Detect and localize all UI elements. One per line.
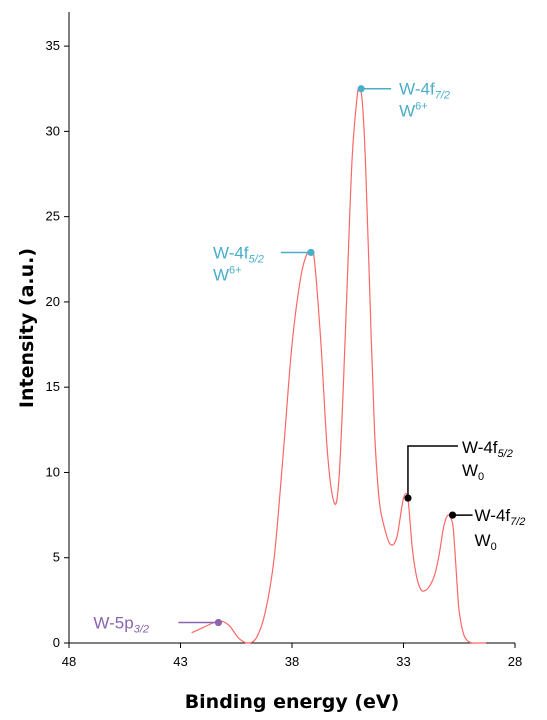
annotation-marker	[404, 494, 412, 502]
annotation-label: W-4f7/2	[475, 506, 526, 528]
annotation-marker	[448, 511, 457, 519]
y-tick-label: 20	[46, 294, 60, 309]
x-tick-label: 48	[62, 654, 76, 669]
x-tick-label: 38	[285, 654, 299, 669]
peak-annotation: W-5p3/2	[93, 614, 223, 636]
annotation-marker	[357, 85, 365, 93]
x-tick-label: 28	[508, 654, 522, 669]
annotation-species-label: W6+	[213, 264, 242, 284]
annotation-label: W-5p3/2	[93, 614, 149, 636]
y-tick-label: 15	[46, 379, 60, 394]
annotation-label: W-4f7/2	[399, 80, 450, 102]
annotation-leader	[407, 445, 458, 499]
annotation-label: W-4f5/2	[213, 243, 264, 265]
peak-annotations: W-4f7/2W6+W-4f5/2W6+W-4f5/2W0W-4f7/2W0W-…	[93, 80, 525, 636]
peak-annotation: W-4f5/2W6+	[213, 243, 315, 284]
x-tick-label: 33	[396, 654, 410, 669]
peak-annotation: W-4f5/2W0	[404, 438, 513, 502]
peak-annotation: W-4f7/2W6+	[357, 80, 450, 121]
annotation-marker	[307, 248, 315, 257]
y-tick-label: 10	[46, 464, 60, 479]
y-axis-title: Intensity (a.u.)	[16, 248, 38, 408]
x-axis-ticks: 48 43 38 33 28	[62, 643, 522, 669]
y-tick-label: 35	[46, 38, 60, 53]
annotation-marker	[214, 618, 223, 627]
y-tick-label: 5	[53, 550, 60, 565]
peak-annotation: W-4f7/2 W0	[448, 506, 526, 553]
y-tick-label: 0	[53, 635, 60, 650]
y-tick-label: 25	[46, 209, 60, 224]
y-axis-ticks: 0 5 10 15 20 25 30 35	[46, 38, 69, 650]
axes	[68, 12, 515, 644]
spectrum-line	[191, 88, 486, 644]
y-tick-label: 30	[46, 123, 60, 138]
annotation-species-label: W6+	[399, 101, 428, 121]
x-tick-label: 43	[173, 654, 187, 669]
x-axis-title: Binding energy (eV)	[185, 691, 400, 713]
annotation-species-label: W0	[475, 531, 497, 553]
annotation-species-label: W0	[462, 461, 484, 483]
annotation-label: W-4f5/2	[462, 438, 513, 460]
